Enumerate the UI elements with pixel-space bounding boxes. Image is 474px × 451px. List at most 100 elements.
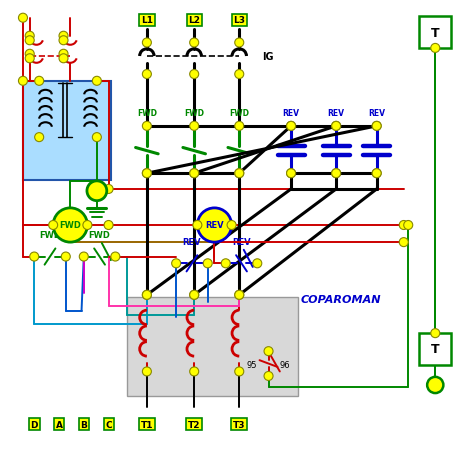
FancyBboxPatch shape xyxy=(23,82,111,180)
FancyBboxPatch shape xyxy=(127,298,298,396)
Text: T2: T2 xyxy=(188,420,201,429)
Circle shape xyxy=(190,367,199,376)
Circle shape xyxy=(399,238,408,247)
FancyBboxPatch shape xyxy=(419,333,451,365)
Circle shape xyxy=(35,77,44,86)
Text: FWD: FWD xyxy=(89,231,110,240)
Circle shape xyxy=(111,253,120,262)
Circle shape xyxy=(227,221,236,230)
Circle shape xyxy=(235,169,244,178)
Circle shape xyxy=(264,347,273,356)
Circle shape xyxy=(83,221,92,230)
Circle shape xyxy=(332,122,341,131)
Circle shape xyxy=(332,169,341,178)
Circle shape xyxy=(404,221,413,230)
Circle shape xyxy=(104,221,113,230)
Circle shape xyxy=(235,70,244,79)
Circle shape xyxy=(142,169,151,178)
Circle shape xyxy=(235,169,244,178)
Text: FWD: FWD xyxy=(59,221,81,230)
Text: 95: 95 xyxy=(247,360,257,369)
Circle shape xyxy=(142,291,151,299)
Circle shape xyxy=(25,50,34,59)
Text: IG: IG xyxy=(262,52,273,62)
Circle shape xyxy=(59,32,68,41)
Circle shape xyxy=(142,291,151,299)
Text: FWD: FWD xyxy=(39,231,61,240)
Circle shape xyxy=(221,259,230,268)
Circle shape xyxy=(264,372,273,381)
Text: C: C xyxy=(105,420,112,429)
Circle shape xyxy=(332,169,341,178)
Circle shape xyxy=(235,39,244,48)
Circle shape xyxy=(372,169,381,178)
Text: 96: 96 xyxy=(280,360,291,369)
Circle shape xyxy=(142,70,151,79)
Text: T1: T1 xyxy=(141,420,153,429)
Circle shape xyxy=(59,50,68,59)
Circle shape xyxy=(235,291,244,299)
Circle shape xyxy=(287,122,296,131)
Circle shape xyxy=(235,291,244,299)
Text: L3: L3 xyxy=(233,16,245,25)
Circle shape xyxy=(18,14,27,23)
Text: FWD: FWD xyxy=(137,109,157,118)
Circle shape xyxy=(30,253,39,262)
Text: D: D xyxy=(30,420,38,429)
Text: L2: L2 xyxy=(188,16,200,25)
Text: L1: L1 xyxy=(141,16,153,25)
Circle shape xyxy=(59,37,68,46)
Circle shape xyxy=(190,169,199,178)
Circle shape xyxy=(399,221,408,230)
Text: REV: REV xyxy=(232,238,251,247)
Circle shape xyxy=(190,169,199,178)
Circle shape xyxy=(427,377,443,393)
Circle shape xyxy=(190,39,199,48)
Circle shape xyxy=(53,208,87,243)
Text: T: T xyxy=(431,343,439,356)
Circle shape xyxy=(431,329,440,338)
Text: A: A xyxy=(55,420,63,429)
Text: T: T xyxy=(431,27,439,40)
Circle shape xyxy=(142,39,151,48)
Circle shape xyxy=(197,208,232,243)
Circle shape xyxy=(372,122,381,131)
Circle shape xyxy=(287,169,296,178)
Text: COPAROMAN: COPAROMAN xyxy=(301,295,381,305)
Circle shape xyxy=(142,169,151,178)
Circle shape xyxy=(253,259,262,268)
Text: FWD: FWD xyxy=(229,109,249,118)
Text: FWD: FWD xyxy=(184,109,204,118)
Circle shape xyxy=(142,367,151,376)
Circle shape xyxy=(104,185,113,194)
FancyBboxPatch shape xyxy=(419,17,451,49)
Circle shape xyxy=(61,253,70,262)
Circle shape xyxy=(287,122,296,131)
Circle shape xyxy=(190,70,199,79)
Circle shape xyxy=(142,122,151,131)
Text: REV: REV xyxy=(205,221,224,230)
Circle shape xyxy=(190,122,199,131)
Circle shape xyxy=(172,259,181,268)
Text: REV: REV xyxy=(368,109,385,118)
Circle shape xyxy=(87,181,107,201)
Text: REV: REV xyxy=(328,109,345,118)
Circle shape xyxy=(193,221,202,230)
Text: REV: REV xyxy=(182,238,201,247)
Circle shape xyxy=(25,37,34,46)
Circle shape xyxy=(35,133,44,143)
Text: T3: T3 xyxy=(233,420,246,429)
Text: REV: REV xyxy=(283,109,300,118)
Circle shape xyxy=(431,44,440,53)
Circle shape xyxy=(372,122,381,131)
Circle shape xyxy=(203,259,212,268)
Circle shape xyxy=(287,169,296,178)
Circle shape xyxy=(59,55,68,64)
Circle shape xyxy=(190,291,199,299)
Circle shape xyxy=(25,55,34,64)
Circle shape xyxy=(235,367,244,376)
Circle shape xyxy=(25,32,34,41)
Circle shape xyxy=(92,133,101,143)
Circle shape xyxy=(235,122,244,131)
Circle shape xyxy=(92,77,101,86)
